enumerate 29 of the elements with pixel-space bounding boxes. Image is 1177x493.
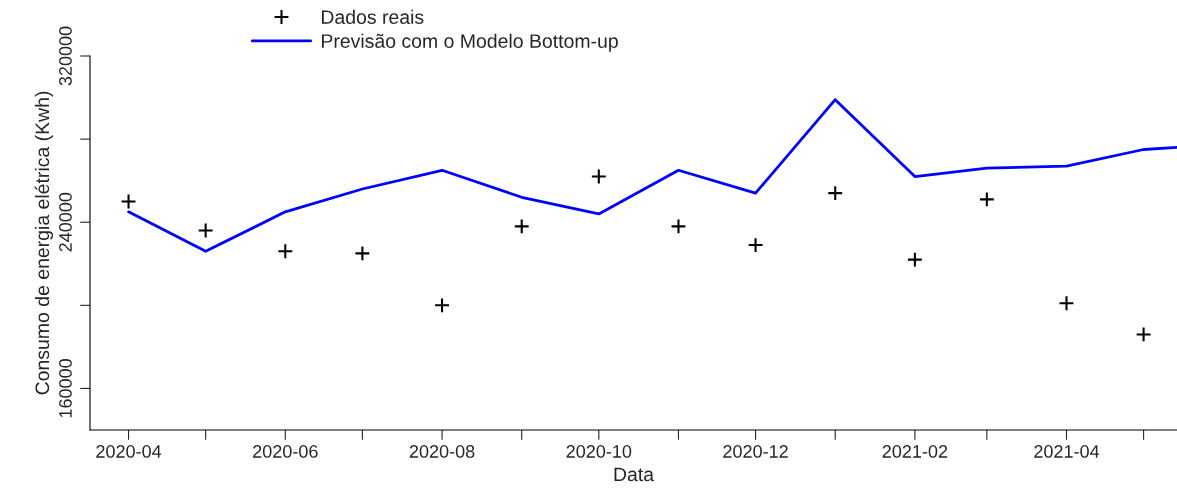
point	[513, 218, 530, 235]
point	[354, 245, 371, 262]
x-tick-label: 2020-08	[409, 445, 475, 458]
x-axis-title: Data	[614, 467, 655, 482]
y-tick-label: 240000	[59, 192, 72, 252]
x-tick-label: 2020-12	[723, 445, 788, 458]
x-tick-label: 2021-02	[882, 445, 948, 458]
line-series	[127, 98, 1177, 253]
x-tick-label: 2021-04	[1034, 445, 1100, 458]
x-tick-label: 2020-06	[253, 445, 318, 458]
x-tick-label: 2020-04	[96, 445, 162, 458]
legend-label: Dados reais	[321, 9, 424, 24]
point	[434, 297, 451, 314]
point	[277, 243, 294, 260]
y-tick-label: 320000	[59, 26, 72, 86]
x-tick-label: 2020-10	[566, 445, 632, 458]
point	[747, 237, 764, 254]
point	[827, 185, 844, 202]
point	[1058, 295, 1075, 312]
point	[197, 222, 214, 239]
y-axis-title: Consumo de energia elétrica (Kwh)	[34, 91, 54, 395]
y-tick-label: 160000	[59, 359, 72, 418]
point	[906, 251, 923, 268]
point	[120, 193, 137, 210]
point	[670, 218, 687, 235]
point	[978, 191, 995, 208]
point	[590, 168, 607, 185]
point	[1135, 326, 1152, 343]
legend-label: Previsão com o Modelo Bottom-up	[321, 33, 618, 52]
